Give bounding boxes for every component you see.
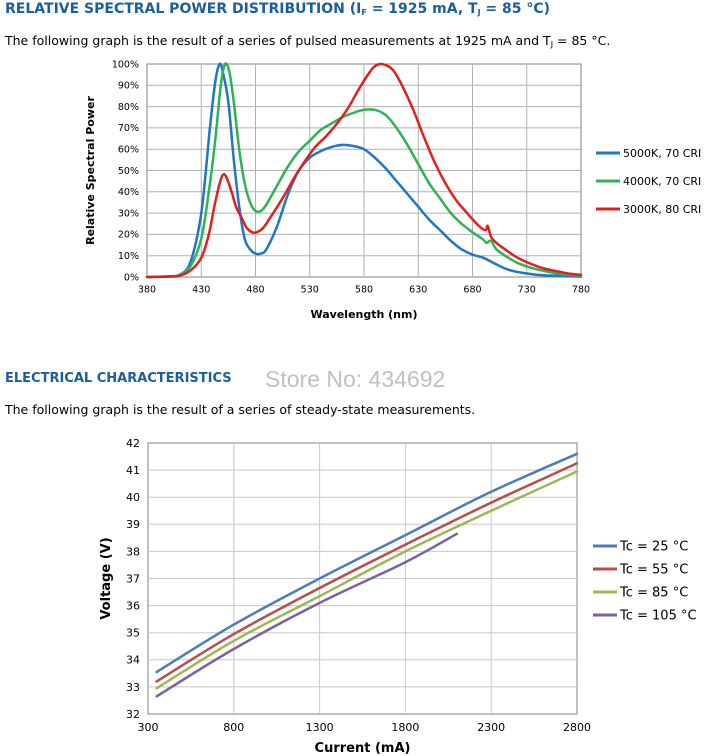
title-sub-j: J	[477, 8, 481, 17]
spectral-description: The following graph is the result of a s…	[5, 33, 610, 49]
y-tick-label: 80%	[118, 102, 139, 113]
y-tick-label: 10%	[118, 251, 139, 262]
legend-label: Tc = 105 °C	[619, 609, 697, 624]
legend-label: 5000K, 70 CRI	[623, 147, 701, 160]
series-line	[155, 532, 459, 698]
legend-label: Tc = 25 °C	[619, 540, 688, 555]
x-tick-label: 1800	[391, 721, 419, 734]
y-tick-label: 60%	[118, 145, 139, 156]
section-title-spectral: RELATIVE SPECTRAL POWER DISTRIBUTION (IF…	[5, 1, 550, 17]
y-tick-label: 35	[126, 627, 140, 640]
y-tick-label: 32	[126, 708, 140, 721]
x-tick-label: 2800	[563, 721, 591, 734]
legend-label: 4000K, 70 CRI	[623, 175, 701, 188]
x-tick-label: 630	[409, 285, 427, 296]
store-watermark: Store No: 434692	[265, 366, 446, 392]
x-tick-label: 680	[463, 285, 481, 296]
y-tick-label: 41	[126, 464, 140, 477]
chart-1: 380 430 480 530 580 630 680 730 780 0% 10% 20% 30% 40…	[84, 59, 701, 321]
x-axis-label: Current (mA)	[315, 741, 411, 756]
desc-sub-j: J	[550, 40, 554, 49]
series-line	[155, 452, 579, 674]
title-text-3: = 85 °C)	[480, 1, 551, 17]
y-tick-label: 36	[126, 599, 140, 612]
x-tick-label: 300	[138, 721, 159, 734]
y-tick-label: 30%	[118, 208, 139, 219]
y-tick-label: 34	[126, 654, 140, 667]
series-line	[145, 62, 583, 279]
desc-text-1: The following graph is the result of a s…	[5, 33, 551, 48]
legend-label: Tc = 55 °C	[619, 563, 688, 578]
y-tick-label: 0%	[124, 272, 139, 283]
x-tick-label: 780	[572, 285, 590, 296]
title-text-2: = 1925 mA, T	[366, 1, 478, 17]
y-tick-label: 38	[126, 545, 140, 558]
x-tick-label: 1300	[306, 721, 334, 734]
x-tick-label: 480	[246, 285, 264, 296]
y-tick-label: 40%	[118, 187, 139, 198]
electrical-description: The following graph is the result of a s…	[5, 402, 476, 417]
y-tick-label: 33	[126, 681, 140, 694]
y-axis-label: Voltage (V)	[99, 537, 114, 619]
y-tick-label: 42	[126, 437, 140, 450]
series-line	[145, 62, 583, 279]
section-title-electrical: ELECTRICAL CHARACTERISTICS	[5, 371, 232, 386]
x-tick-label: 430	[192, 285, 210, 296]
x-tick-label: 800	[223, 721, 244, 734]
title-text-1: RELATIVE SPECTRAL POWER DISTRIBUTION (I	[5, 1, 362, 17]
x-tick-label: 2300	[477, 721, 505, 734]
chart-2: 300 800 1300 1800 2300 2800 32 33 34 35 36 37 38 39 40…	[99, 437, 697, 756]
y-tick-label: 20%	[118, 230, 139, 241]
desc-text-2: = 85 °C.	[553, 33, 611, 48]
y-axis-label: Relative Spectral Power	[84, 96, 97, 245]
legend-label: 3000K, 80 CRI	[623, 203, 701, 216]
series-line	[155, 470, 579, 690]
y-tick-label: 39	[126, 518, 140, 531]
y-tick-label: 50%	[118, 166, 139, 177]
y-tick-label: 40	[126, 491, 140, 504]
x-tick-label: 530	[301, 285, 319, 296]
series-line	[155, 462, 579, 683]
x-tick-label: 730	[518, 285, 536, 296]
series-line	[145, 62, 583, 279]
y-tick-label: 90%	[118, 81, 139, 92]
x-tick-label: 580	[355, 285, 373, 296]
y-tick-label: 100%	[112, 59, 139, 70]
x-axis-label: Wavelength (nm)	[311, 308, 418, 321]
legend-label: Tc = 85 °C	[619, 586, 688, 601]
x-tick-label: 380	[138, 285, 156, 296]
y-tick-label: 37	[126, 572, 140, 585]
title-sub-f: F	[361, 8, 367, 17]
y-tick-label: 70%	[118, 123, 139, 134]
